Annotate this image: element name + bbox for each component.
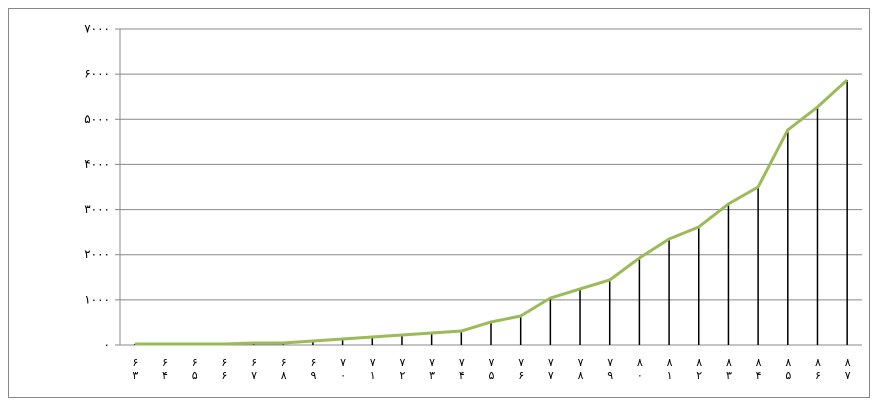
x-tick-label: ۶۵ xyxy=(188,356,201,382)
y-tick-label: ۵۰۰۰ xyxy=(84,112,110,126)
x-tick-label: ۷۲ xyxy=(396,356,409,382)
x-tick-label: ۸۰ xyxy=(633,356,646,382)
x-tick-label: ۶۳ xyxy=(129,356,142,382)
x-tick-label: ۷۱ xyxy=(366,356,379,382)
x-tick-label: ۶۸ xyxy=(277,356,290,382)
x-tick-label: ۷۸ xyxy=(574,356,587,382)
x-tick-label: ۷۷ xyxy=(544,356,557,382)
x-tick-label: ۷۳ xyxy=(426,356,439,382)
data-line xyxy=(134,78,849,346)
x-tick-label: ۷۴ xyxy=(455,356,468,382)
y-tick-label: ۲۰۰۰ xyxy=(84,247,110,261)
x-tick-label: ۸۵ xyxy=(782,356,795,382)
x-tick-label: ۸۲ xyxy=(693,356,706,382)
x-tick-label: ۷۹ xyxy=(604,356,617,382)
x-tick-label: ۸۴ xyxy=(752,356,765,382)
x-tick-label: ۷۵ xyxy=(485,356,498,382)
x-tick-label: ۶۹ xyxy=(307,356,320,382)
x-tick-label: ۸۳ xyxy=(722,356,735,382)
x-tick-label: ۸۱ xyxy=(663,356,676,382)
x-tick-label: ۶۶ xyxy=(218,356,231,382)
x-tick-label: ۷۶ xyxy=(515,356,528,382)
chart-border xyxy=(8,8,870,398)
y-tick-label: ۰ xyxy=(104,338,110,352)
y-tick-label: ۶۰۰۰ xyxy=(84,67,110,81)
y-tick-label: ۱۰۰۰ xyxy=(84,292,110,306)
x-tick-label: ۶۷ xyxy=(248,356,261,382)
y-tick-label: ۳۰۰۰ xyxy=(84,202,110,216)
y-tick-label: ۴۰۰۰ xyxy=(84,157,110,171)
y-tick-label: ۷۰۰۰ xyxy=(84,22,110,36)
x-tick-label: ۸۶ xyxy=(811,356,824,382)
x-tick-label: ۷۰ xyxy=(337,356,350,382)
x-tick-label: ۸۷ xyxy=(841,356,854,382)
x-tick-label: ۶۴ xyxy=(159,356,172,382)
